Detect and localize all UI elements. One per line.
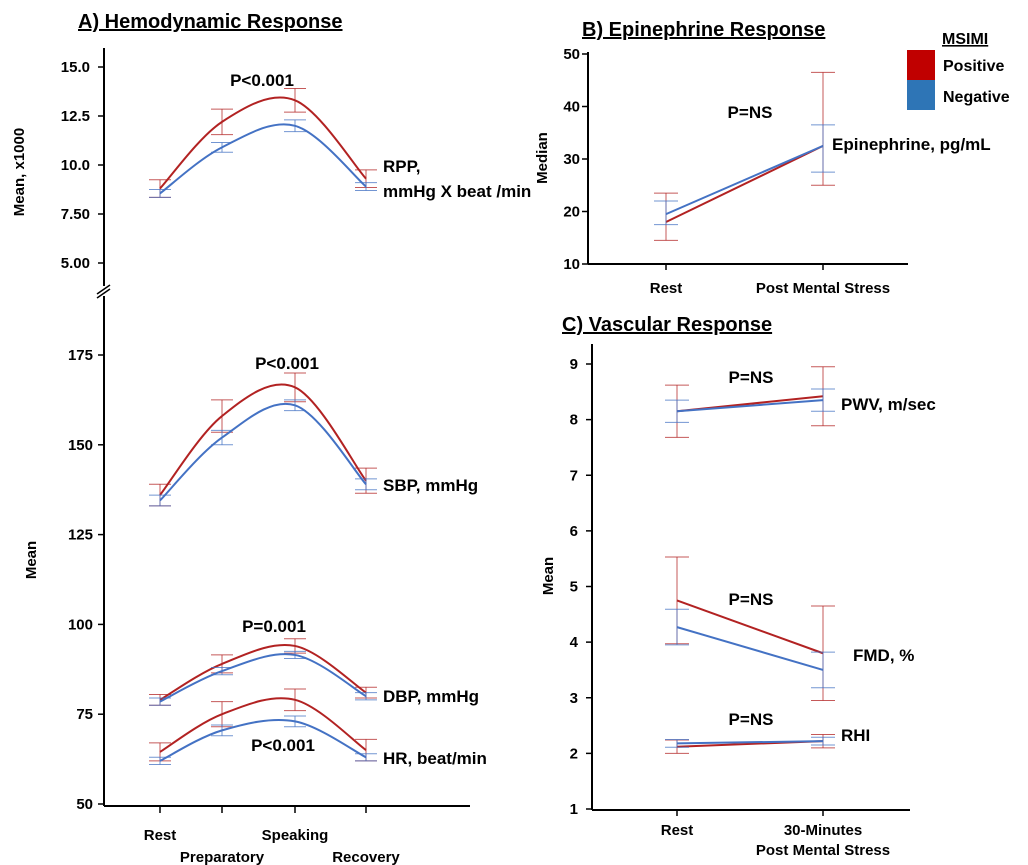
- y-tick-label: 8: [570, 412, 578, 429]
- vasc-series-1-negative: [676, 626, 824, 671]
- x-tick-label: Post Mental Stress: [756, 280, 890, 297]
- series-label: PWV, m/sec: [841, 395, 936, 414]
- panel-c-ylabel: Mean: [540, 557, 557, 595]
- y-tick-label: 7.50: [61, 206, 90, 223]
- series-label: SBP, mmHg: [383, 476, 478, 495]
- x-tick-label: Preparatory: [180, 849, 265, 865]
- panel-c-x-ticks: Rest 30-Minutes Post Mental Stress: [661, 810, 890, 859]
- panel-a-series: [149, 88, 377, 765]
- x-tick-label: 30-Minutes: [784, 822, 862, 839]
- p-value: P<0.001: [251, 736, 315, 755]
- y-tick-label: 9: [570, 356, 578, 373]
- y-tick-label: 20: [563, 204, 580, 221]
- y-tick-label: 1: [570, 801, 578, 818]
- x-tick-label: Post Mental Stress: [756, 842, 890, 859]
- y-tick-label: 40: [563, 99, 580, 116]
- panel-c-y-ticks: 1 2 3 4 5 6 7 8 9: [570, 356, 592, 818]
- panel-a-axes: [96, 48, 470, 807]
- group-2-series-negative: [159, 718, 367, 762]
- group-0-series-positive: [159, 383, 367, 496]
- series-label: HR, beat/min: [383, 749, 487, 768]
- vasc-series-0-negative: [676, 399, 824, 413]
- panel-a: A) Hemodynamic Response Mean, x1000 Mean…: [11, 11, 531, 865]
- panel-b: B) Epinephrine Response Median 10 20 30 40 5…: [534, 19, 991, 297]
- series-label: DBP, mmHg: [383, 687, 479, 706]
- legend-swatch-positive: [907, 50, 935, 80]
- panel-b-ylabel: Median: [534, 132, 551, 184]
- panel-b-x-ticks: Rest Post Mental Stress: [650, 264, 890, 297]
- panel-b-y-ticks: 10 20 30 40 50: [563, 46, 588, 273]
- panel-c-annotations: PWV, m/sec P=NS FMD, % P=NS RHI P=NS: [729, 368, 936, 745]
- panel-a-bottom-ylabel: Mean: [23, 541, 40, 579]
- panel-b-axes: [587, 52, 908, 265]
- group-0-series-negative: [159, 402, 367, 502]
- group-1-series-positive: [159, 644, 367, 701]
- series-label: FMD, %: [853, 646, 914, 665]
- rpp-series-positive: [159, 96, 367, 190]
- legend-swatch-negative: [907, 80, 935, 110]
- group-2-series-positive: [159, 697, 367, 753]
- y-tick-label: 10.0: [61, 157, 90, 174]
- p-value: P<0.001: [230, 71, 294, 90]
- group-1-series-negative: [159, 653, 367, 703]
- series-label: RPP,: [383, 157, 421, 176]
- panel-a-title: A) Hemodynamic Response: [78, 11, 343, 33]
- y-tick-label: 4: [570, 634, 579, 651]
- panel-c-title: C) Vascular Response: [562, 314, 772, 336]
- y-tick-label: 7: [570, 467, 578, 484]
- x-tick-label: Recovery: [332, 849, 400, 865]
- y-tick-label: 75: [76, 706, 93, 723]
- epi-series-positive: [665, 144, 824, 223]
- panel-c-series: [665, 366, 835, 754]
- legend-label-negative: Negative: [943, 89, 1010, 106]
- series-label: Epinephrine, pg/mL: [832, 135, 991, 154]
- rpp-series-negative: [159, 123, 367, 195]
- y-tick-label: 150: [68, 437, 93, 454]
- panel-a-y-ticks: 5.00 7.50 10.0 12.5 15.0 50 75 100 125 150 175: [61, 59, 104, 813]
- x-tick-label: Rest: [144, 827, 177, 844]
- vasc-series-2-negative: [676, 740, 824, 745]
- legend: MSIMI Positive Negative: [907, 31, 1010, 110]
- y-tick-label: 15.0: [61, 59, 90, 76]
- panel-c: C) Vascular Response Mean 1 2 3 4 5 6 7 8 9 Rest…: [540, 314, 936, 859]
- p-value: P=NS: [728, 103, 773, 122]
- y-tick-label: 5: [570, 579, 578, 596]
- y-tick-label: 5.00: [61, 255, 90, 272]
- x-tick-label: Speaking: [262, 827, 329, 844]
- axis-break-mark: [96, 284, 111, 295]
- series-label: mmHg X beat /min: [383, 182, 531, 201]
- legend-label-positive: Positive: [943, 58, 1004, 75]
- p-value: P=NS: [729, 368, 774, 387]
- legend-title: MSIMI: [942, 31, 988, 48]
- y-tick-label: 2: [570, 745, 578, 762]
- y-tick-label: 50: [563, 46, 580, 63]
- p-value: P=NS: [729, 590, 774, 609]
- p-value: P=0.001: [242, 617, 306, 636]
- panel-b-series: [654, 71, 835, 241]
- y-tick-label: 50: [76, 796, 93, 813]
- y-tick-label: 3: [570, 690, 578, 707]
- panel-b-annotations: P=NS Epinephrine, pg/mL: [728, 103, 991, 154]
- series-label: RHI: [841, 726, 870, 745]
- x-tick-label: Rest: [650, 280, 683, 297]
- epi-series-negative: [665, 144, 824, 216]
- vasc-series-1-positive: [676, 599, 824, 655]
- y-tick-label: 100: [68, 616, 93, 633]
- panel-c-axes: [591, 344, 910, 811]
- y-tick-label: 30: [563, 151, 580, 168]
- x-tick-label: Rest: [661, 822, 694, 839]
- panel-b-title: B) Epinephrine Response: [582, 19, 825, 41]
- p-value: P<0.001: [255, 354, 319, 373]
- y-tick-label: 6: [570, 523, 578, 540]
- y-tick-label: 125: [68, 527, 93, 544]
- y-tick-label: 175: [68, 347, 93, 364]
- panel-a-top-ylabel: Mean, x1000: [11, 128, 28, 216]
- y-tick-label: 12.5: [61, 108, 90, 125]
- panel-a-annotations: P<0.001 RPP, mmHg X beat /min SBP, mmHg P<0.…: [230, 71, 531, 768]
- p-value: P=NS: [729, 710, 774, 729]
- y-tick-label: 10: [563, 256, 580, 273]
- axis-break-mark: [96, 288, 111, 299]
